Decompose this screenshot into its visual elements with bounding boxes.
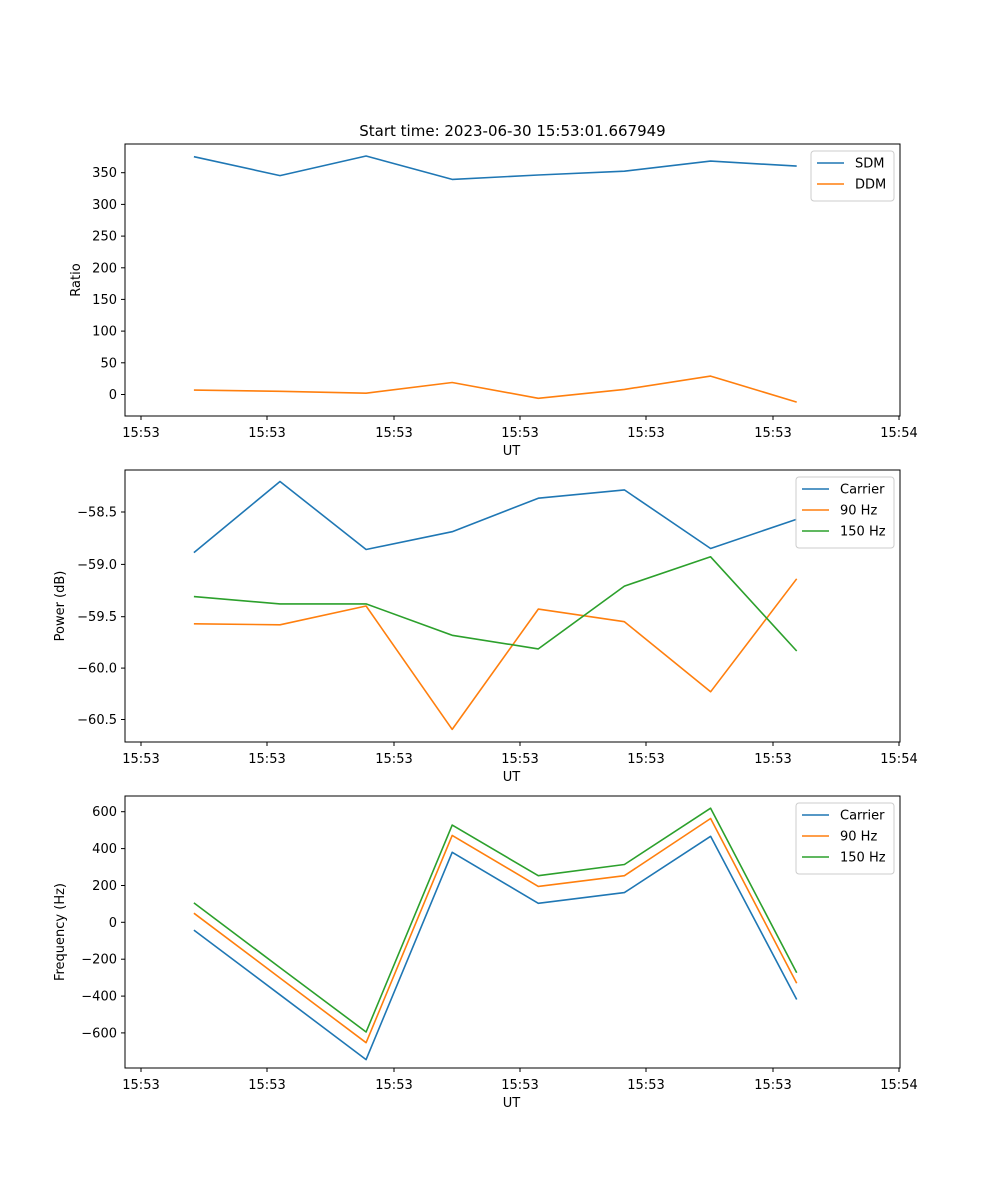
legend-entry: DDM [855, 178, 886, 193]
series-line-sdm [193, 155, 797, 181]
y-tick-label: −600 [81, 1026, 117, 1041]
legend-entry: SDM [855, 157, 884, 172]
series-line-150-hz [193, 807, 798, 1033]
y-tick-label: 400 [92, 842, 117, 857]
chart-panel-3: 15:53 15:53 15:53 15:53 15:53 15:53 15:54 −600 −… [53, 795, 918, 1111]
axes-frame [124, 469, 901, 743]
x-tick-label: 15:53 [501, 1078, 538, 1093]
y-tick-label: −60.0 [77, 662, 117, 677]
x-tick-label: 15:53 [122, 752, 159, 767]
legend-entry: Carrier [840, 483, 885, 498]
x-axis-label: UT [503, 770, 521, 785]
x-tick-label: 15:54 [880, 752, 917, 767]
y-axis-label: Power (dB) [53, 571, 68, 642]
x-tick-label: 15:53 [248, 1078, 285, 1093]
legend: Carrier 90 Hz 150 Hz [795, 802, 895, 875]
legend: Carrier 90 Hz 150 Hz [795, 476, 895, 549]
chart-panel-1: 15:53 15:53 15:53 15:53 15:53 15:53 15:54 0 50 10… [69, 122, 918, 459]
x-tick-label: 15:53 [248, 752, 285, 767]
x-tick-label: 15:53 [501, 752, 538, 767]
x-tick-label: 15:53 [122, 426, 159, 441]
y-tick-label: 0 [109, 388, 117, 403]
x-tick-label: 15:53 [627, 752, 664, 767]
x-tick-label: 15:53 [375, 752, 412, 767]
legend-entry: 150 Hz [840, 851, 886, 866]
y-tick-label: 100 [92, 325, 117, 340]
x-tick-label: 15:53 [754, 752, 791, 767]
x-axis-label: UT [503, 1096, 521, 1111]
y-tick-label: −400 [81, 990, 117, 1005]
x-tick-label: 15:53 [122, 1078, 159, 1093]
y-tick-label: 350 [92, 166, 117, 181]
x-tick-label: 15:54 [880, 1078, 917, 1093]
y-tick-label: 150 [92, 293, 117, 308]
y-tick-label: −60.5 [77, 713, 117, 728]
series-line-carrier [193, 480, 797, 554]
y-tick-label: 200 [92, 879, 117, 894]
chart-title: Start time: 2023-06-30 15:53:01.667949 [359, 122, 665, 140]
y-tick-label: 250 [92, 230, 117, 245]
y-tick-label: −59.0 [77, 558, 117, 573]
y-axis-label: Frequency (Hz) [53, 883, 68, 981]
x-tick-label: 15:53 [501, 426, 538, 441]
legend-entry: Carrier [840, 809, 885, 824]
axes-frame [124, 143, 901, 417]
x-tick-label: 15:53 [375, 1078, 412, 1093]
x-axis-label: UT [503, 444, 521, 459]
x-tick-label: 15:53 [627, 1078, 664, 1093]
series-line-ddm [193, 375, 797, 403]
y-tick-label: −58.5 [77, 506, 117, 521]
series-line-90-hz [193, 578, 798, 731]
y-axis-label: Ratio [69, 263, 84, 296]
legend: SDM DDM [810, 150, 895, 202]
y-tick-label: 0 [109, 916, 117, 931]
x-tick-label: 15:53 [754, 426, 791, 441]
x-tick-label: 15:53 [627, 426, 664, 441]
x-tick-label: 15:53 [248, 426, 285, 441]
x-tick-label: 15:54 [880, 426, 917, 441]
y-tick-label: 50 [100, 356, 117, 371]
legend-entry: 90 Hz [840, 504, 877, 519]
y-tick-label: −200 [81, 953, 117, 968]
series-line-90-hz [193, 817, 798, 1044]
y-tick-label: 300 [92, 198, 117, 213]
legend-entry: 90 Hz [840, 830, 877, 845]
axes-frame [124, 795, 901, 1069]
series-line-carrier [193, 835, 798, 1061]
series-line-150-hz [193, 555, 798, 652]
x-tick-label: 15:53 [375, 426, 412, 441]
chart-panel-2: 15:53 15:53 15:53 15:53 15:53 15:53 15:54 −60.5… [53, 469, 918, 785]
y-tick-label: −59.5 [77, 610, 117, 625]
x-tick-label: 15:53 [754, 1078, 791, 1093]
y-tick-label: 200 [92, 261, 117, 276]
legend-entry: 150 Hz [840, 525, 886, 540]
y-tick-label: 600 [92, 805, 117, 820]
